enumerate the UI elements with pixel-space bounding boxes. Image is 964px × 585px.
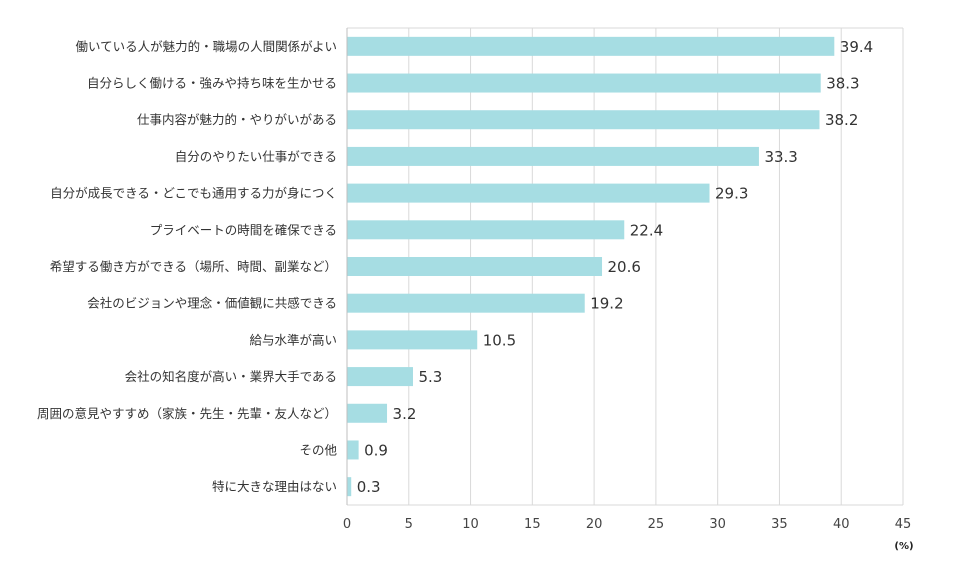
category-label: 周囲の意見やすすめ（家族・先生・先輩・友人など） xyxy=(37,406,337,421)
x-tick-label: 35 xyxy=(771,517,788,532)
category-label: 自分のやりたい仕事ができる xyxy=(175,149,337,164)
x-axis-unit: (%) xyxy=(894,541,913,552)
x-tick-label: 30 xyxy=(709,517,726,532)
bar xyxy=(347,73,821,93)
bar xyxy=(347,403,388,423)
category-label: 給与水準が高い xyxy=(249,332,337,347)
category-label: 仕事内容が魅力的・やりがいがある xyxy=(137,112,337,127)
value-label: 5.3 xyxy=(418,368,442,386)
x-tick-label: 10 xyxy=(462,517,479,532)
gridlines xyxy=(346,27,904,506)
value-label: 10.5 xyxy=(483,331,516,349)
category-label: 自分らしく働ける・強みや持ち味を生かせる xyxy=(87,76,337,91)
category-label: その他 xyxy=(299,442,337,457)
bar xyxy=(347,183,710,203)
bar xyxy=(347,367,413,387)
category-labels: 働いている人が魅力的・職場の人間関係がよい自分らしく働ける・強みや持ち味を生かせ… xyxy=(37,39,338,494)
category-label: 働いている人が魅力的・職場の人間関係がよい xyxy=(75,39,337,54)
value-label: 38.3 xyxy=(826,75,859,93)
category-label: 特に大きな理由はない xyxy=(212,479,337,494)
category-label: 会社のビジョンや理念・価値観に共感できる xyxy=(87,296,337,311)
x-tick-label: 25 xyxy=(648,517,665,532)
x-tick-label: 20 xyxy=(586,517,603,532)
bar xyxy=(347,36,835,56)
value-label: 20.6 xyxy=(608,258,641,276)
category-label: 会社の知名度が高い・業界大手である xyxy=(125,369,337,384)
x-tick-label: 45 xyxy=(895,517,912,532)
value-labels: 39.4 38.3 38.2 33.3 29.3 22.4 20.6 19.2 10.5 5.3 3… xyxy=(357,38,874,496)
x-tick-label: 5 xyxy=(405,517,413,532)
category-label: プライベートの時間を確保できる xyxy=(150,222,337,237)
x-tick-label: 15 xyxy=(524,517,541,532)
bar xyxy=(347,330,478,350)
bars xyxy=(347,36,835,497)
category-label: 希望する働き方ができる（場所、時間、副業など） xyxy=(50,259,337,274)
bar xyxy=(347,257,603,276)
value-label: 22.4 xyxy=(630,221,663,239)
value-label: 0.3 xyxy=(357,478,381,496)
bar xyxy=(347,477,352,497)
value-label: 3.2 xyxy=(393,405,417,423)
category-label: 自分が成長できる・どこでも通用する力が身につく xyxy=(50,186,337,201)
x-tick-label: 0 xyxy=(343,517,351,532)
bar xyxy=(347,293,585,313)
value-label: 33.3 xyxy=(764,148,797,166)
value-label: 19.2 xyxy=(590,295,623,313)
x-tick-label: 40 xyxy=(833,517,850,532)
value-label: 38.2 xyxy=(825,111,858,129)
bar xyxy=(347,220,625,240)
value-label: 29.3 xyxy=(715,185,748,203)
value-label: 0.9 xyxy=(364,441,388,459)
value-label: 39.4 xyxy=(840,38,873,56)
bar xyxy=(347,146,759,166)
bar xyxy=(347,440,359,460)
bar xyxy=(347,110,820,130)
x-axis-ticks: 0 5 10 15 20 25 30 35 40 45 xyxy=(343,517,911,532)
